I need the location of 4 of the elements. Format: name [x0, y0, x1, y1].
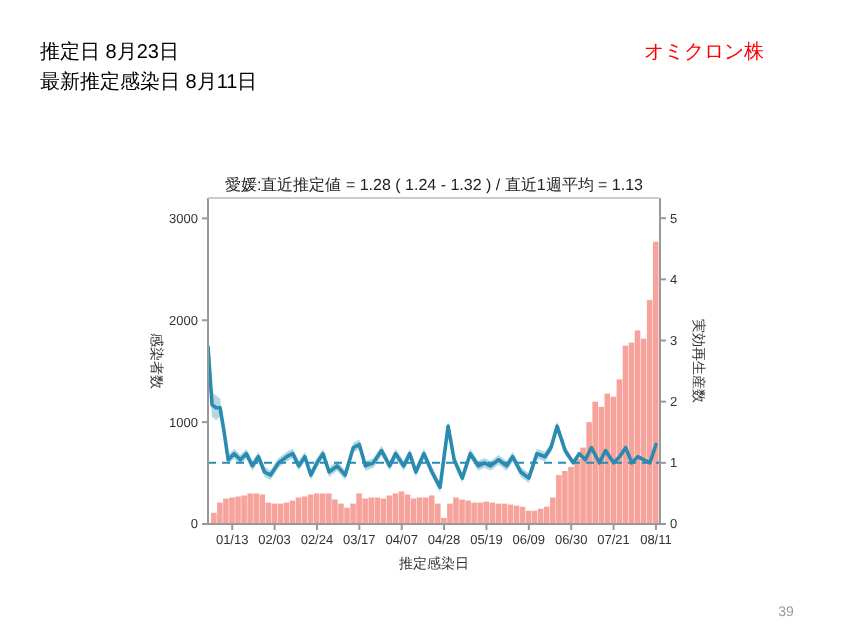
text: 最新推定感染日 8月11日: [40, 70, 258, 94]
text: 推定日 8月23日: [40, 40, 179, 64]
text: オミクロン株: [644, 40, 764, 64]
chart-title: 愛媛:直近推定値 = 1.28 ( 1.24 - 1.32 ) / 直近1週平均 = 1.13: [225, 176, 645, 194]
